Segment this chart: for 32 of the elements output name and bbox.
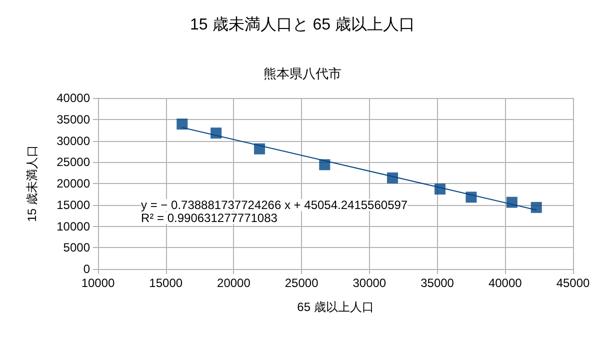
x-tick-label: 30000: [352, 276, 386, 290]
y-tick-label: 5000: [63, 240, 90, 255]
point: [434, 184, 446, 195]
point: [506, 196, 518, 208]
y-tick-label: 30000: [56, 134, 90, 148]
x-axis-title: 65 歳以上人口: [297, 300, 374, 314]
point: [319, 159, 330, 170]
x-tick-label: 45000: [556, 276, 590, 290]
x-tick-label: 20000: [217, 276, 251, 290]
y-tick-label: 20000: [56, 176, 90, 190]
y-tick-label: 35000: [56, 112, 90, 126]
annotation: R² = 0.990631277771083: [141, 211, 278, 225]
x-tick-label: 10000: [81, 276, 116, 290]
point: [530, 202, 542, 213]
x-tick-label: 40000: [488, 276, 522, 290]
point: [254, 143, 265, 154]
point: [466, 192, 477, 203]
point: [176, 118, 188, 130]
point: [387, 172, 398, 184]
x-tick-label: 25000: [284, 276, 319, 290]
point: [210, 128, 222, 139]
x-tick-label: 15000: [149, 276, 183, 290]
y-tick-label: 40000: [56, 91, 90, 105]
y-tick-label: 10000: [56, 219, 90, 234]
y-tick-label: 15000: [56, 198, 90, 212]
x-tick-label: 35000: [420, 276, 454, 290]
y-tick-label: 0: [83, 262, 90, 276]
y-tick-label: 25000: [56, 155, 90, 170]
chart-subtitle: 熊本県八代市: [264, 66, 342, 81]
y-axis-title: 15 歳未満人口: [25, 145, 39, 222]
annotation: y = − 0.738881737724266 x + 45054.2415560597: [141, 198, 408, 212]
chart-title: 15 歳未満人口と 65 歳以上人口: [190, 16, 415, 34]
